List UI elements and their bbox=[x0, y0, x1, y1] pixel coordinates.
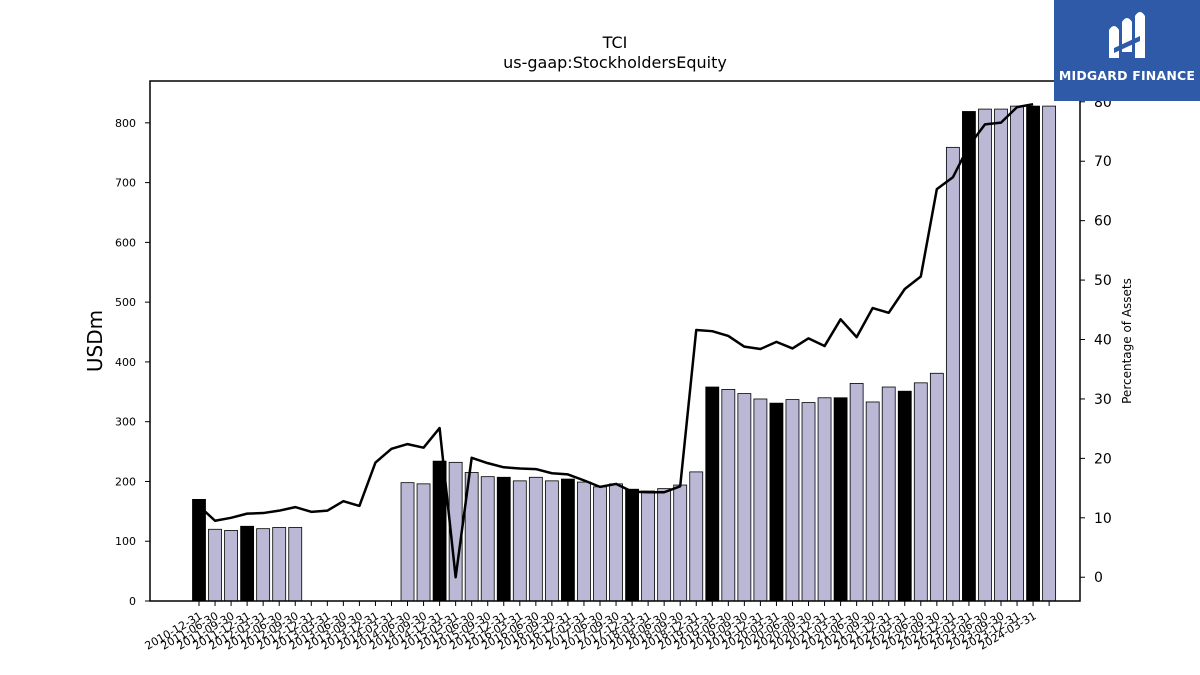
bar bbox=[833, 397, 848, 602]
bar bbox=[849, 383, 864, 602]
y-tick-label: 400 bbox=[115, 356, 136, 369]
y-tick-label: 600 bbox=[115, 236, 136, 249]
bar bbox=[657, 488, 672, 602]
bar bbox=[785, 399, 800, 602]
y2-tick-label: 10 bbox=[1094, 511, 1112, 527]
bar bbox=[641, 490, 656, 602]
midgard-logo-icon bbox=[1109, 12, 1145, 58]
y2-tick-label: 0 bbox=[1094, 570, 1103, 586]
y2-tick-label: 50 bbox=[1094, 273, 1112, 289]
y-tick-label: 0 bbox=[129, 595, 136, 608]
bar bbox=[577, 481, 591, 602]
bar bbox=[978, 108, 992, 602]
bar-series bbox=[192, 105, 1057, 602]
bar bbox=[625, 488, 639, 602]
bar bbox=[609, 483, 623, 602]
bar bbox=[865, 401, 880, 602]
bar bbox=[913, 382, 928, 602]
logo-text: MIDGARD FINANCE bbox=[1058, 68, 1196, 83]
bar bbox=[721, 389, 736, 602]
y-tick-label: 300 bbox=[115, 416, 136, 429]
bar bbox=[416, 483, 431, 602]
bar bbox=[769, 402, 784, 602]
chart-title: TCI bbox=[602, 33, 628, 52]
bar bbox=[432, 460, 447, 602]
y-tick-label: 200 bbox=[115, 475, 136, 488]
bar bbox=[544, 480, 559, 602]
y-tick-label: 500 bbox=[115, 296, 136, 309]
bar bbox=[673, 484, 688, 602]
bar bbox=[945, 146, 960, 602]
bar bbox=[240, 525, 255, 602]
plot-frame bbox=[149, 80, 1081, 602]
bar bbox=[897, 390, 912, 602]
y2-tick-label: 30 bbox=[1094, 392, 1112, 408]
chart-subtitle: us-gaap:StockholdersEquity bbox=[503, 53, 727, 72]
bar bbox=[593, 486, 607, 602]
percentage-line-series bbox=[198, 102, 1034, 579]
y-tick-label: 100 bbox=[115, 535, 136, 548]
bar bbox=[224, 530, 238, 602]
bar bbox=[400, 482, 415, 602]
bar bbox=[801, 402, 816, 602]
bar bbox=[272, 527, 287, 602]
bar bbox=[528, 476, 543, 602]
bar bbox=[512, 480, 527, 602]
y2-axis-label: Percentage of Assets bbox=[1120, 278, 1134, 404]
bar bbox=[962, 111, 976, 602]
bar bbox=[561, 478, 575, 602]
bar bbox=[705, 386, 720, 602]
bar bbox=[192, 498, 206, 602]
y-axis-label: USDm bbox=[83, 310, 107, 372]
y-tick-label: 800 bbox=[115, 117, 136, 130]
bar bbox=[288, 527, 303, 602]
y-axis-left: 0 100 200 300 400 500 600 700 800 bbox=[115, 117, 150, 608]
bar bbox=[256, 528, 271, 602]
bar bbox=[881, 386, 896, 602]
bar bbox=[1042, 105, 1057, 602]
y2-tick-label: 60 bbox=[1094, 214, 1112, 230]
bar bbox=[208, 528, 222, 602]
y-tick-label: 700 bbox=[115, 177, 136, 190]
bar bbox=[1010, 105, 1024, 602]
y2-tick-label: 70 bbox=[1094, 154, 1112, 170]
midgard-finance-logo: MIDGARD FINANCE bbox=[1054, 0, 1200, 101]
bar bbox=[817, 397, 832, 602]
x-axis: 2010-12-312011-06-302011-09-302011-12-31… bbox=[143, 601, 1050, 653]
bar bbox=[689, 471, 704, 602]
percentage-line bbox=[198, 102, 1034, 579]
bar bbox=[994, 108, 1008, 602]
bar bbox=[737, 393, 752, 602]
bar bbox=[753, 398, 768, 602]
bar bbox=[496, 476, 511, 602]
y2-tick-label: 20 bbox=[1094, 451, 1112, 467]
y2-tick-label: 40 bbox=[1094, 333, 1112, 349]
bar bbox=[929, 372, 944, 602]
bar bbox=[1026, 105, 1040, 602]
bar bbox=[480, 476, 495, 602]
